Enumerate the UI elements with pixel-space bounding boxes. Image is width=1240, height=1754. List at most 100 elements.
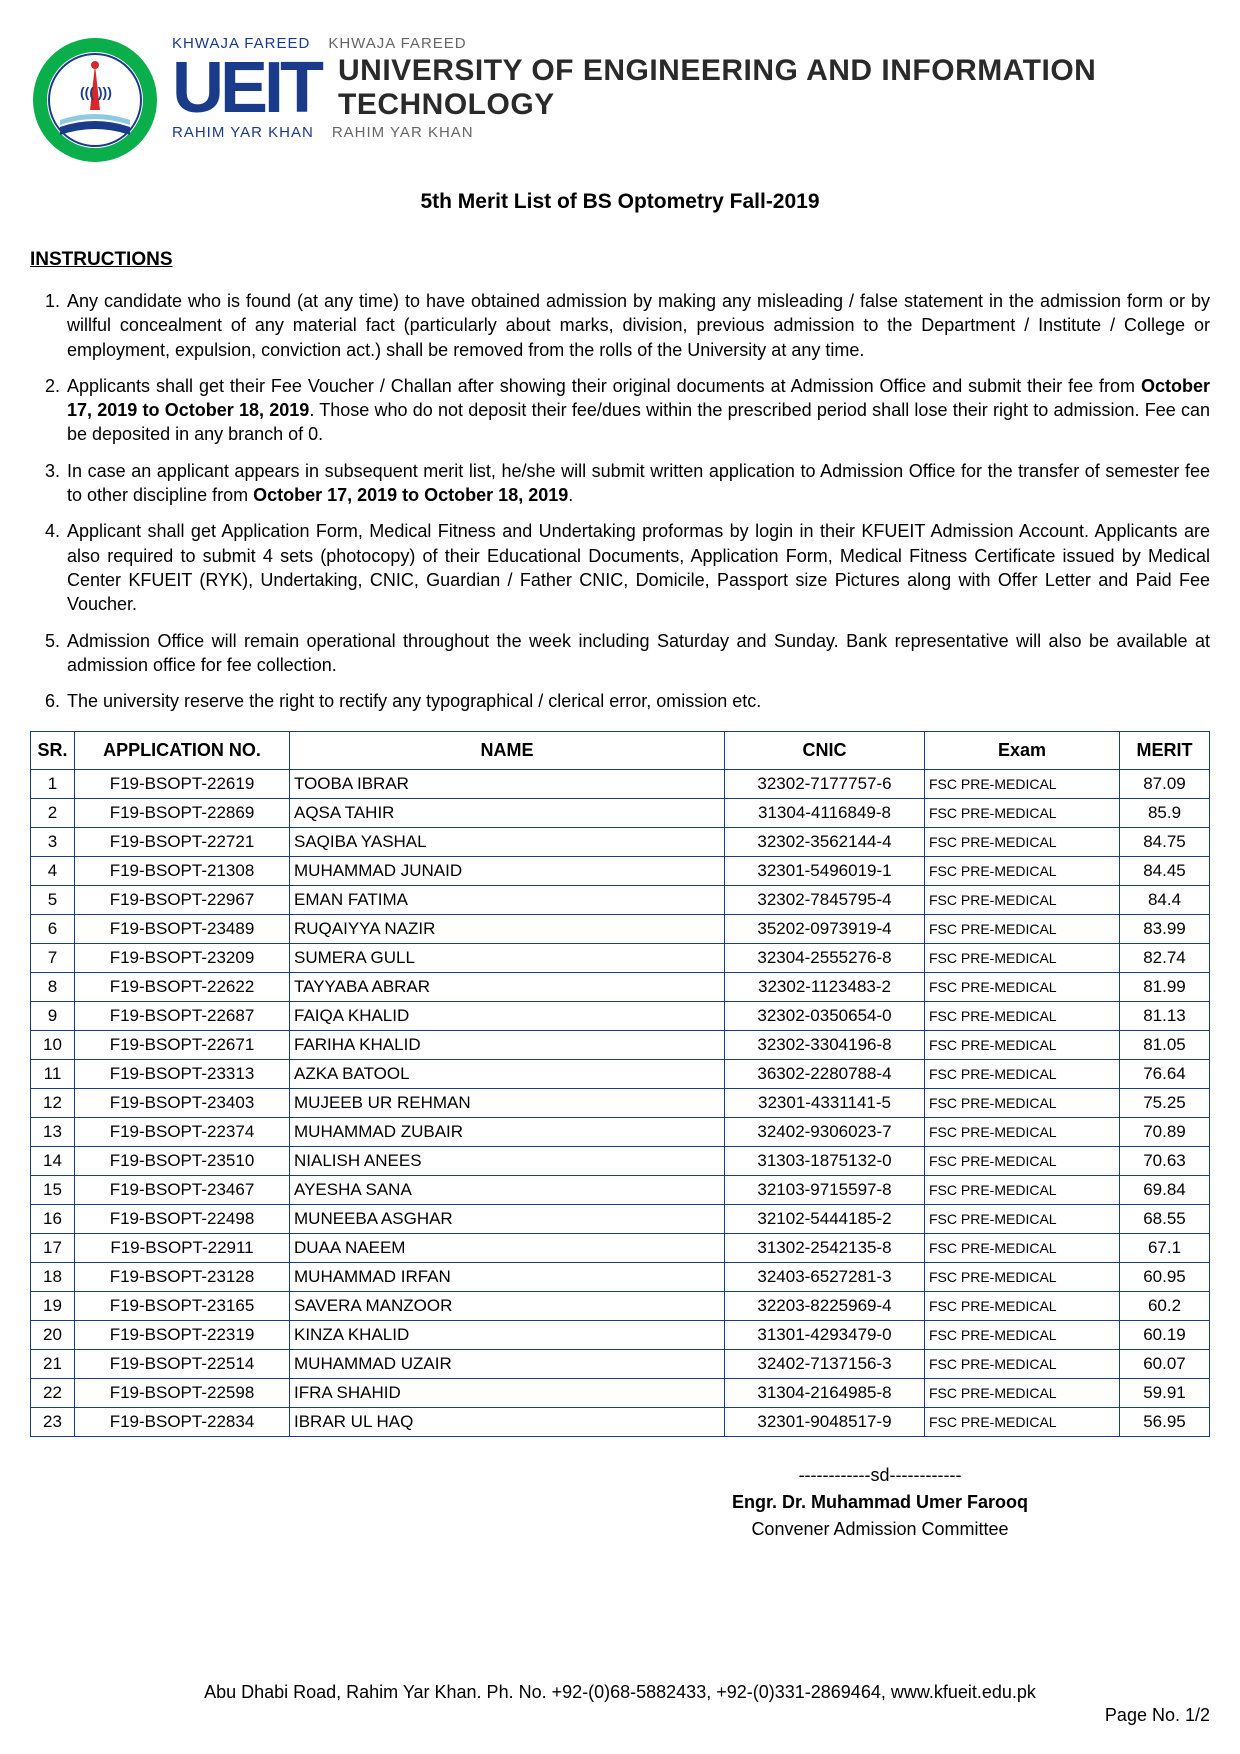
instruction-item: Applicants shall get their Fee Voucher /… (65, 374, 1210, 447)
table-cell: FSC PRE-MEDICAL (925, 1205, 1120, 1234)
merit-table: SR. APPLICATION NO. NAME CNIC Exam MERIT… (30, 731, 1210, 1437)
header: ((( ))) KHWAJA FAREED KHWAJA FAREED UEIT… (30, 35, 1210, 165)
tagline-2: KHWAJA FAREED (328, 35, 466, 52)
table-cell: 32302-7177757-6 (725, 770, 925, 799)
table-cell: 11 (31, 1060, 75, 1089)
table-cell: 68.55 (1120, 1205, 1210, 1234)
table-cell: 12 (31, 1089, 75, 1118)
table-cell: 84.4 (1120, 886, 1210, 915)
table-cell: FSC PRE-MEDICAL (925, 1292, 1120, 1321)
footer: Abu Dhabi Road, Rahim Yar Khan. Ph. No. … (30, 1682, 1210, 1726)
table-cell: 7 (31, 944, 75, 973)
table-row: 14F19-BSOPT-23510NIALISH ANEES31303-1875… (31, 1147, 1210, 1176)
table-cell: 32103-9715597-8 (725, 1176, 925, 1205)
table-cell: 32301-5496019-1 (725, 857, 925, 886)
table-row: 16F19-BSOPT-22498MUNEEBA ASGHAR32102-544… (31, 1205, 1210, 1234)
table-row: 15F19-BSOPT-23467AYESHA SANA32103-971559… (31, 1176, 1210, 1205)
table-cell: 36302-2280788-4 (725, 1060, 925, 1089)
table-cell: EMAN FATIMA (290, 886, 725, 915)
col-cnic: CNIC (725, 732, 925, 770)
table-cell: AYESHA SANA (290, 1176, 725, 1205)
table-cell: 32102-5444185-2 (725, 1205, 925, 1234)
table-cell: FSC PRE-MEDICAL (925, 944, 1120, 973)
table-cell: F19-BSOPT-23489 (75, 915, 290, 944)
table-cell: F19-BSOPT-22721 (75, 828, 290, 857)
table-cell: 17 (31, 1234, 75, 1263)
table-cell: FSC PRE-MEDICAL (925, 1263, 1120, 1292)
table-cell: 60.2 (1120, 1292, 1210, 1321)
table-row: 4F19-BSOPT-21308MUHAMMAD JUNAID32301-549… (31, 857, 1210, 886)
table-row: 8F19-BSOPT-22622TAYYABA ABRAR32302-11234… (31, 973, 1210, 1002)
table-cell: MUNEEBA ASGHAR (290, 1205, 725, 1234)
table-cell: 31302-2542135-8 (725, 1234, 925, 1263)
table-cell: F19-BSOPT-23467 (75, 1176, 290, 1205)
table-cell: 35202-0973919-4 (725, 915, 925, 944)
table-cell: F19-BSOPT-22911 (75, 1234, 290, 1263)
instructions-heading: INSTRUCTIONS (30, 249, 1210, 271)
table-cell: MUHAMMAD ZUBAIR (290, 1118, 725, 1147)
table-cell: 32304-2555276-8 (725, 944, 925, 973)
table-cell: 32402-9306023-7 (725, 1118, 925, 1147)
table-cell: 14 (31, 1147, 75, 1176)
table-cell: FSC PRE-MEDICAL (925, 886, 1120, 915)
table-cell: 67.1 (1120, 1234, 1210, 1263)
table-row: 6F19-BSOPT-23489RUQAIYYA NAZIR35202-0973… (31, 915, 1210, 944)
table-cell: MUHAMMAD IRFAN (290, 1263, 725, 1292)
table-cell: FSC PRE-MEDICAL (925, 1408, 1120, 1437)
table-cell: 32302-7845795-4 (725, 886, 925, 915)
table-row: 5F19-BSOPT-22967EMAN FATIMA32302-7845795… (31, 886, 1210, 915)
table-cell: 60.95 (1120, 1263, 1210, 1292)
table-cell: F19-BSOPT-22598 (75, 1379, 290, 1408)
table-cell: F19-BSOPT-22514 (75, 1350, 290, 1379)
university-name: UNIVERSITY OF ENGINEERING AND INFORMATIO… (338, 54, 1210, 122)
table-cell: F19-BSOPT-22834 (75, 1408, 290, 1437)
table-cell: F19-BSOPT-22622 (75, 973, 290, 1002)
table-row: 12F19-BSOPT-23403MUJEEB UR REHMAN32301-4… (31, 1089, 1210, 1118)
table-cell: 3 (31, 828, 75, 857)
ueit-wordmark: UEIT (172, 56, 320, 121)
signature-sd: ------------sd------------ (550, 1462, 1210, 1489)
table-cell: 4 (31, 857, 75, 886)
table-cell: 59.91 (1120, 1379, 1210, 1408)
table-row: 17F19-BSOPT-22911DUAA NAEEM31302-2542135… (31, 1234, 1210, 1263)
table-cell: IBRAR UL HAQ (290, 1408, 725, 1437)
table-cell: FSC PRE-MEDICAL (925, 857, 1120, 886)
table-cell: 84.75 (1120, 828, 1210, 857)
table-cell: 85.9 (1120, 799, 1210, 828)
table-cell: F19-BSOPT-23128 (75, 1263, 290, 1292)
table-cell: FAIQA KHALID (290, 1002, 725, 1031)
signature-name: Engr. Dr. Muhammad Umer Farooq (550, 1489, 1210, 1516)
table-cell: 13 (31, 1118, 75, 1147)
table-cell: MUHAMMAD UZAIR (290, 1350, 725, 1379)
table-row: 10F19-BSOPT-22671FARIHA KHALID32302-3304… (31, 1031, 1210, 1060)
footer-page-number: Page No. 1/2 (30, 1705, 1210, 1726)
table-row: 22F19-BSOPT-22598IFRA SHAHID31304-216498… (31, 1379, 1210, 1408)
university-logo: ((( ))) (30, 35, 160, 165)
header-text: KHWAJA FAREED KHWAJA FAREED UEIT UNIVERS… (172, 35, 1210, 141)
table-cell: FSC PRE-MEDICAL (925, 828, 1120, 857)
table-cell: 84.45 (1120, 857, 1210, 886)
table-cell: F19-BSOPT-23510 (75, 1147, 290, 1176)
table-cell: FSC PRE-MEDICAL (925, 770, 1120, 799)
table-cell: 23 (31, 1408, 75, 1437)
table-cell: IFRA SHAHID (290, 1379, 725, 1408)
table-cell: FSC PRE-MEDICAL (925, 973, 1120, 1002)
city-2: RAHIM YAR KHAN (332, 124, 474, 141)
instruction-item: Applicant shall get Application Form, Me… (65, 519, 1210, 616)
table-cell: 31304-2164985-8 (725, 1379, 925, 1408)
table-cell: FSC PRE-MEDICAL (925, 1031, 1120, 1060)
table-cell: FSC PRE-MEDICAL (925, 1379, 1120, 1408)
table-cell: 82.74 (1120, 944, 1210, 973)
signature-block: ------------sd------------ Engr. Dr. Muh… (550, 1462, 1210, 1543)
table-cell: 18 (31, 1263, 75, 1292)
table-cell: TOOBA IBRAR (290, 770, 725, 799)
table-cell: 32302-1123483-2 (725, 973, 925, 1002)
instruction-item: In case an applicant appears in subseque… (65, 459, 1210, 508)
table-cell: 76.64 (1120, 1060, 1210, 1089)
col-exam: Exam (925, 732, 1120, 770)
table-cell: 81.13 (1120, 1002, 1210, 1031)
table-cell: MUJEEB UR REHMAN (290, 1089, 725, 1118)
table-cell: 87.09 (1120, 770, 1210, 799)
table-cell: 16 (31, 1205, 75, 1234)
table-cell: AQSA TAHIR (290, 799, 725, 828)
